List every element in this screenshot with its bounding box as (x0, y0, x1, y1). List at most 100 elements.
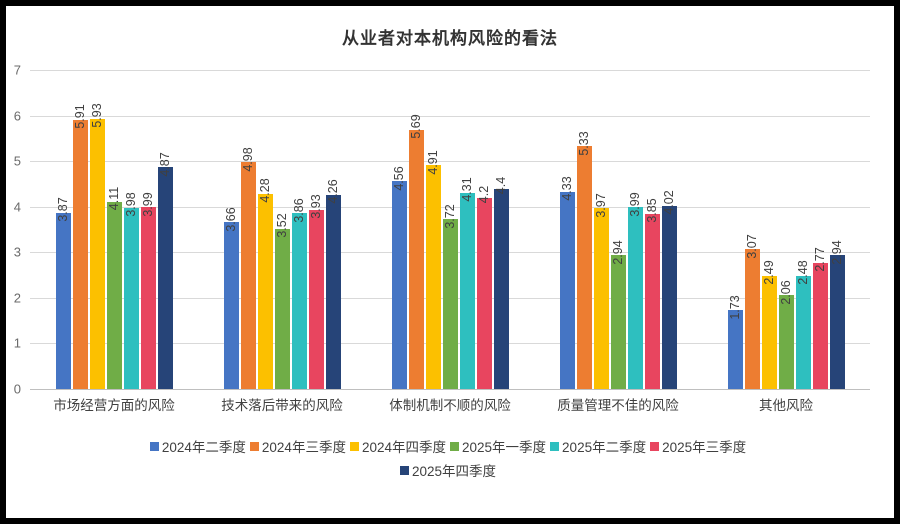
bar[interactable]: 3.99 (627, 192, 643, 389)
bar[interactable]: 4.56 (391, 166, 407, 389)
gridline-0: 0 (14, 382, 870, 397)
bar[interactable]: 4.26 (325, 180, 341, 389)
bar-slot: 4.11 (106, 70, 122, 389)
gridline-6: 6 (14, 108, 870, 123)
bar[interactable]: 1.73 (727, 295, 743, 389)
x-axis-label: 市场经营方面的风险 (53, 398, 175, 413)
legend-swatch-icon (249, 441, 259, 451)
bar-value-label: 4.31 (459, 177, 474, 202)
bar-value-label: 3.86 (291, 197, 306, 223)
bar-slot: 4.56 (391, 70, 407, 389)
bar-value-label: 2.94 (829, 239, 844, 265)
bar-value-label: 3.99 (140, 192, 155, 217)
bar-slot: 3.52 (274, 70, 290, 389)
bar-value-label: 5.33 (576, 130, 591, 156)
legend-swatch-icon (550, 441, 560, 451)
chart-legend: 2024年二季度 2024年三季度 2024年四季度 2025年一季度 2025年二季度… (6, 434, 894, 482)
bar-value-label: 2.49 (761, 260, 776, 285)
bar-slot: 2.06 (778, 70, 794, 389)
bar[interactable]: 4.31 (459, 177, 475, 389)
bar[interactable]: 3.86 (291, 198, 307, 389)
bar-value-label: 3.98 (123, 192, 138, 217)
bar-value-label: 5.93 (89, 103, 104, 128)
x-axis-labels: 市场经营方面的风险 技术落后带来的风险 体制机制不顺的风险 质量管理不佳的风险 其他风险 (30, 394, 870, 414)
chart-title: 从业者对本机构风险的看法 (342, 29, 558, 48)
bar-slot: 3.66 (223, 70, 239, 389)
bar-slot: 3.98 (123, 70, 139, 389)
bar[interactable]: 4.2 (476, 186, 492, 389)
legend-item[interactable]: 2025年三季度 (650, 436, 750, 456)
bar-slot: 5.33 (576, 70, 592, 389)
bar-slot: 4.33 (559, 70, 575, 389)
bar[interactable]: 2.94 (610, 240, 626, 389)
bar[interactable]: 4.4 (493, 177, 509, 389)
bar[interactable]: 3.52 (274, 213, 290, 389)
bar[interactable]: 2.06 (778, 280, 794, 389)
bar-slot: 4.02 (661, 70, 677, 389)
bar-value-label: 3.66 (223, 207, 238, 232)
legend-item[interactable]: 2025年二季度 (550, 436, 650, 456)
bar-slot: 5.69 (408, 70, 424, 389)
bar-value-label: 3.72 (442, 204, 457, 229)
y-axis-tick: 5 (13, 153, 21, 169)
bar[interactable]: 4.98 (240, 147, 256, 389)
bar-slot: 4.87 (157, 70, 173, 389)
legend-label: 2025年四季度 (411, 464, 497, 479)
bar[interactable]: 5.91 (72, 105, 88, 389)
bar-group: 1.73 3.07 2.49 2.06 2.48 2.77 2.94 (702, 70, 870, 389)
bar-slot: 3.87 (55, 70, 71, 389)
bar[interactable]: 5.93 (89, 104, 105, 389)
legend-item[interactable]: 2024年四季度 (349, 436, 450, 456)
x-axis-label: 技术落后带来的风险 (221, 398, 343, 413)
bar[interactable]: 4.28 (257, 179, 273, 389)
bar[interactable]: 3.93 (308, 195, 324, 389)
legend-item[interactable]: 2024年三季度 (249, 436, 350, 456)
bar[interactable]: 3.99 (140, 192, 156, 389)
bar[interactable]: 2.48 (795, 261, 811, 389)
bar[interactable]: 4.33 (559, 177, 575, 389)
bar-value-label: 3.99 (627, 192, 642, 217)
bar[interactable]: 2.94 (829, 240, 845, 389)
legend-swatch-icon (450, 441, 459, 451)
bar-value-label: 2.77 (812, 247, 827, 272)
legend-item[interactable]: 2025年四季度 (399, 460, 500, 480)
bar[interactable]: 4.91 (425, 150, 441, 389)
bar[interactable]: 3.85 (644, 198, 660, 389)
bar-slot: 3.85 (644, 70, 660, 389)
bar-slot: 5.91 (72, 70, 88, 389)
legend-item[interactable]: 2024年二季度 (149, 436, 250, 456)
bar[interactable]: 5.33 (576, 131, 592, 389)
bar-value-label: 3.87 (55, 197, 70, 222)
bar-slot: 4.26 (325, 70, 341, 389)
bar-value-label: 4.2 (476, 185, 491, 204)
legend-item[interactable]: 2025年一季度 (450, 436, 550, 456)
bar[interactable]: 3.07 (744, 234, 760, 389)
bar[interactable]: 4.87 (157, 152, 173, 389)
bar-slot: 2.48 (795, 70, 811, 389)
bar-slot: 4.98 (240, 70, 256, 389)
bar-slot: 3.99 (140, 70, 156, 389)
x-axis-label: 质量管理不佳的风险 (557, 398, 679, 413)
bar-value-label: 5.91 (72, 104, 87, 129)
bar-slot: 5.93 (89, 70, 105, 389)
bar[interactable]: 4.02 (661, 191, 677, 389)
bar[interactable]: 3.87 (55, 197, 71, 389)
bar[interactable]: 3.97 (593, 193, 609, 389)
bar-slot: 4.2 (476, 70, 492, 389)
bar-slot: 4.91 (425, 70, 441, 389)
bar[interactable]: 2.49 (761, 260, 777, 389)
bar[interactable]: 3.66 (223, 207, 239, 389)
bar-slot: 4.28 (257, 70, 273, 389)
bar[interactable]: 3.72 (442, 204, 458, 389)
bar-value-label: 4.87 (157, 151, 172, 177)
bar-value-label: 5.69 (408, 114, 423, 139)
legend-label: 2025年一季度 (462, 440, 547, 455)
y-axis-tick: 3 (13, 244, 21, 260)
bar-slot: 2.49 (761, 70, 777, 389)
bar[interactable]: 5.69 (408, 115, 424, 389)
bar[interactable]: 4.11 (106, 187, 122, 389)
legend-swatch-icon (149, 441, 159, 451)
bar[interactable]: 3.98 (123, 192, 139, 389)
bar[interactable]: 2.77 (812, 248, 828, 389)
